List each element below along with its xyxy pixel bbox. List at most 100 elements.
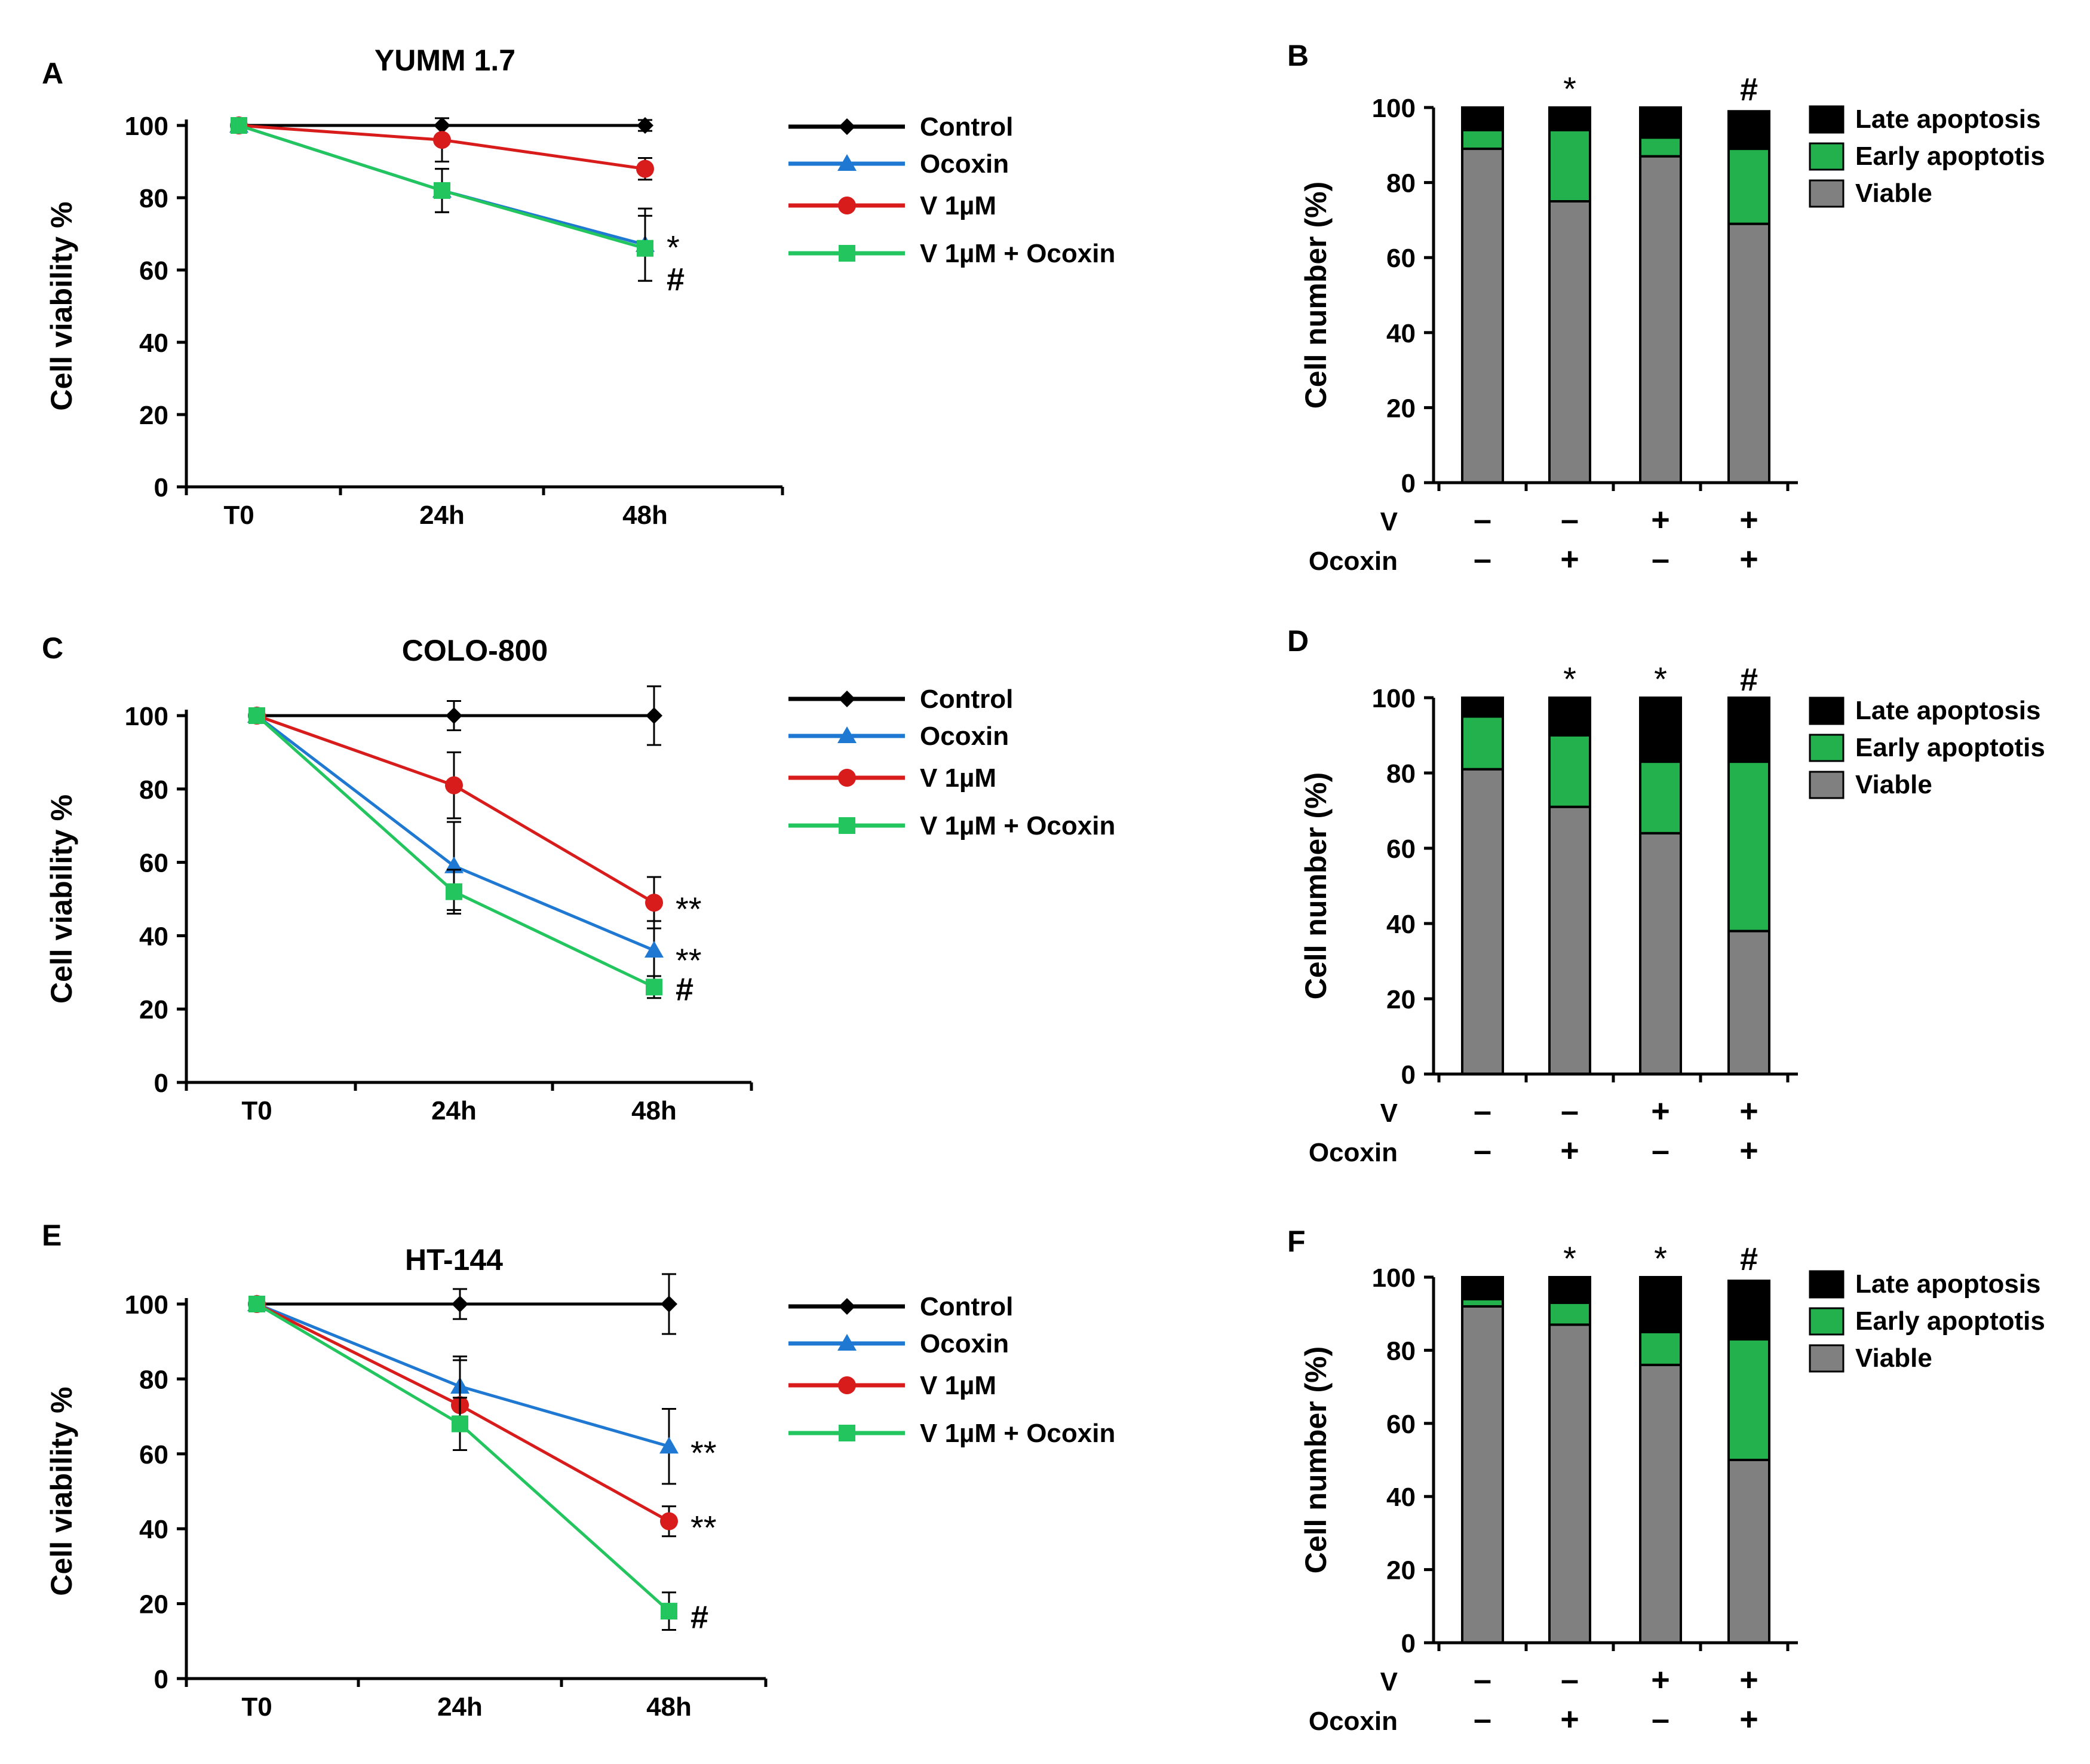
panel-b-condition-ocoxin-3: – [1652,541,1669,577]
panel-c-xtick-label: T0 [241,1096,272,1125]
panel-b-condition-v-2: – [1561,502,1579,538]
panel-b-letter: B [1287,39,1309,72]
panel-f-condition-label-ocoxin: Ocoxin [1309,1707,1398,1736]
panel-b-bar-1-late-apoptosis [1461,106,1504,131]
panel-b-legend-swatch-late-apoptosis [1809,105,1845,134]
panel-a-ytick-label: 80 [139,184,168,213]
panel-a-series-v-1um-ocoxin-point [231,117,247,134]
panel-c-ytick-label: 60 [139,849,168,878]
panel-f-condition-label-v: V [1380,1667,1398,1696]
panel-f-condition-ocoxin-4: + [1739,1701,1758,1737]
panel-e-ytick-label: 40 [139,1515,168,1544]
panel-d-condition-ocoxin-4: + [1739,1133,1758,1168]
panel-d-bar-2-viable [1548,805,1591,1075]
panel-f-ytick-label: 40 [1386,1483,1416,1512]
panel-c-series-v-1um-ocoxin-point [248,707,265,724]
panel-d-legend-label-early-apoptotis: Early apoptotis [1855,733,2045,762]
panel-b-condition-label-ocoxin: Ocoxin [1309,547,1398,576]
panel-f-legend-swatch-late-apoptosis [1809,1270,1845,1299]
panel-d-condition-v-1: – [1474,1093,1491,1129]
panel-c-ylabel: Cell viability % [45,794,78,1004]
panel-d-bar-1-viable [1461,768,1504,1075]
panel-d-legend-swatch-early-apoptotis [1809,734,1845,762]
panel-c-legend-marker-control [839,691,855,707]
panel-b-legend-swatch-viable [1809,179,1845,208]
panel-c-series-ocoxin-point [645,940,664,958]
panel-a-ytick-label: 0 [154,473,168,502]
panel-d-legend-label-viable: Viable [1855,770,1932,799]
panel-d-condition-ocoxin-1: – [1474,1133,1491,1168]
panel-a-ytick-label: 100 [125,112,168,141]
panel-e-series-control-point [661,1296,677,1312]
panel-a-xtick-label: 48h [622,501,668,530]
panel-d-bar-1-late-apoptosis [1461,697,1504,718]
panel-a-legend-label-ocoxin: Ocoxin [920,149,1009,179]
panel-b-condition-v-4: + [1739,502,1758,538]
panel-b-bar-3-viable [1639,155,1682,484]
panel-e-annotation: ** [690,1434,717,1471]
panel-c-series-control-point [646,707,662,724]
panel-b-bar-4-late-apoptosis [1727,110,1770,151]
panel-a-ytick-label: 40 [139,329,168,358]
panel-a-series-v-1um-point [433,131,451,149]
panel-d-bar-3-significance: * [1654,660,1667,698]
panel-b-ytick-label: 40 [1386,319,1416,348]
panel-f-bar-3-late-apoptosis [1639,1276,1682,1333]
panel-b-condition-ocoxin-1: – [1474,541,1491,577]
panel-a-legend-label-v-1um: V 1µM [920,191,996,220]
panel-b-legend-label-early-apoptotis: Early apoptotis [1855,142,2045,171]
panel-f-condition-ocoxin-1: – [1474,1701,1491,1737]
panel-c-ytick-label: 0 [154,1069,168,1098]
panel-c-letter: C [42,631,63,665]
panel-b-ytick-label: 80 [1386,169,1416,198]
panel-e-ytick-label: 0 [154,1665,168,1694]
panel-e-legend-marker-ocoxin [837,1334,857,1351]
panel-d-ytick-label: 0 [1401,1060,1416,1090]
panel-f-condition-v-1: – [1474,1662,1491,1698]
panel-b-bar-4-significance: # [1740,72,1758,108]
panel-e-annotation: # [690,1599,708,1635]
panel-f-bar-4-viable [1727,1459,1770,1644]
panel-e-series-control-point [452,1296,468,1312]
panel-d-bar-2-early-apoptotis [1548,734,1591,808]
panel-e-ytick-label: 100 [125,1290,168,1320]
panel-d-bar-3-late-apoptosis [1639,697,1682,763]
panel-f-bar-2-viable [1548,1323,1591,1645]
panel-e-annotation: ** [690,1509,717,1547]
panel-f-letter: F [1287,1225,1306,1258]
panel-e-series-v-1um-ocoxin-line [256,1302,670,1613]
panel-a-ytick-label: 60 [139,256,168,286]
panel-e-ytick-label: 20 [139,1590,168,1619]
panel-f-bar-2-significance: * [1563,1240,1576,1277]
panel-f-bar-4-early-apoptotis [1727,1338,1770,1462]
panel-c-series-v-1um-ocoxin-point [446,883,462,900]
panel-d-legend-swatch-viable [1809,771,1845,799]
panel-a-xtick-label: T0 [223,501,254,530]
panel-c-series-v-1um-ocoxin-line [256,714,655,989]
panel-a-series-control-point [637,117,653,134]
panel-b-bar-2-viable [1548,200,1591,484]
panel-b-condition-label-v: V [1380,507,1398,536]
panel-e-series-ocoxin-point [659,1437,679,1454]
panel-d: D * * #0 20 40 60 80 100 Cell number (%) V – – + + Ocox… [1287,624,2045,1168]
panel-f-ytick-label: 100 [1372,1263,1416,1293]
panel-f-bar-3-viable [1639,1363,1682,1644]
panel-b-ytick-label: 20 [1386,394,1416,423]
panel-c-legend-label-v-1um: V 1µM [920,763,996,793]
panel-c-ytick-label: 20 [139,995,168,1024]
panel-e-legend-label-ocoxin: Ocoxin [920,1329,1009,1358]
panel-a-series-v-1um-point [636,159,654,178]
panel-b-legend-label-late-apoptosis: Late apoptosis [1855,105,2041,134]
panel-b-bar-2-late-apoptosis [1548,106,1591,131]
panel-b-condition-v-1: – [1474,502,1491,538]
panel-d-ytick-label: 20 [1386,985,1416,1014]
panel-d-bar-4-late-apoptosis [1727,697,1770,763]
panel-a-legend-marker-control [839,118,855,135]
panel-a-legend-marker-ocoxin [837,154,857,171]
panel-f-legend-label-late-apoptosis: Late apoptosis [1855,1269,2041,1299]
panel-d-bar-4-viable [1727,929,1770,1075]
panel-b-ytick-label: 100 [1372,94,1416,123]
